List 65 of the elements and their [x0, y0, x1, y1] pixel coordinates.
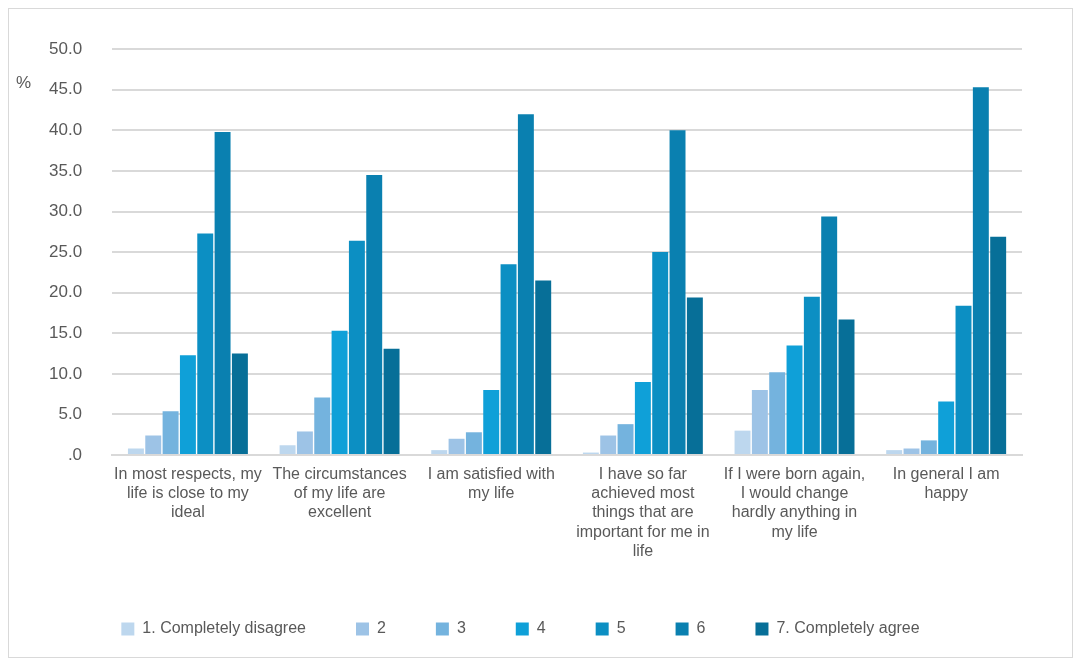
- y-tick-label: 25.0: [48, 241, 83, 261]
- bar: [734, 430, 751, 454]
- x-tick-label: I am satisfied with my life: [427, 465, 555, 502]
- bar: [886, 450, 903, 454]
- x-tick-label: If I were born again, I would change hardly anything in my life: [723, 465, 866, 540]
- bar: [972, 87, 989, 454]
- bar: [600, 435, 617, 454]
- y-tick-label: 50.0: [48, 38, 83, 58]
- bar: [314, 397, 331, 454]
- bar: [366, 175, 383, 454]
- bar: [938, 401, 955, 454]
- legend-label: 7. Completely agree: [776, 619, 920, 637]
- bar: [127, 448, 144, 454]
- bar: [145, 435, 162, 454]
- x-tick-label: I have so far achieved most things that are important for me in life: [576, 465, 710, 559]
- y-tick-label: 30.0: [48, 201, 83, 221]
- bar: [500, 264, 517, 454]
- x-tick-label: In general I am happy: [892, 465, 1000, 502]
- legend-label: 2: [376, 619, 386, 637]
- bar: [296, 431, 313, 454]
- bar: [331, 330, 348, 454]
- legend-label: 5: [616, 619, 626, 637]
- bar: [179, 355, 196, 454]
- bar: [483, 390, 500, 454]
- bar: [751, 390, 768, 454]
- legend-label: 4: [536, 619, 546, 637]
- bar: [517, 114, 534, 454]
- bar: [535, 280, 552, 454]
- bar: [431, 450, 448, 454]
- bar: [686, 297, 703, 454]
- x-tick-label: The circumstances of my life are excellent: [272, 465, 407, 521]
- bar: [465, 432, 482, 454]
- bar: [231, 353, 248, 454]
- bar: [197, 233, 214, 454]
- bar: [769, 372, 786, 454]
- bar: [634, 381, 651, 454]
- bar: [162, 411, 179, 454]
- y-tick-label: 10.0: [48, 363, 83, 383]
- y-tick-label: 20.0: [48, 282, 83, 302]
- legend-label: 6: [696, 619, 706, 637]
- y-tick-label: 15.0: [48, 322, 83, 342]
- bar: [383, 348, 400, 454]
- bar: [214, 131, 231, 454]
- bar: [955, 305, 972, 454]
- bar: [920, 440, 937, 454]
- y-axis-title: %: [15, 72, 31, 92]
- bar: [803, 296, 820, 454]
- bar: [652, 252, 669, 454]
- y-tick-label: 35.0: [48, 160, 83, 180]
- bar: [786, 345, 803, 454]
- y-tick-label: 5.0: [58, 404, 83, 424]
- bar: [838, 319, 855, 454]
- bar: [279, 445, 296, 454]
- bar: [821, 216, 838, 454]
- x-tick-label: In most respects, my life is close to my ideal: [114, 465, 262, 521]
- y-tick-label: 45.0: [48, 79, 83, 99]
- legend-label: 3: [456, 619, 466, 637]
- bar: [448, 438, 465, 454]
- bar: [990, 236, 1007, 454]
- y-tick-label: .0: [67, 444, 83, 464]
- legend-label: 1. Completely disagree: [142, 619, 307, 637]
- bar: [617, 424, 634, 454]
- bar: [348, 240, 365, 454]
- y-tick-label: 40.0: [48, 120, 83, 140]
- bar: [669, 130, 686, 454]
